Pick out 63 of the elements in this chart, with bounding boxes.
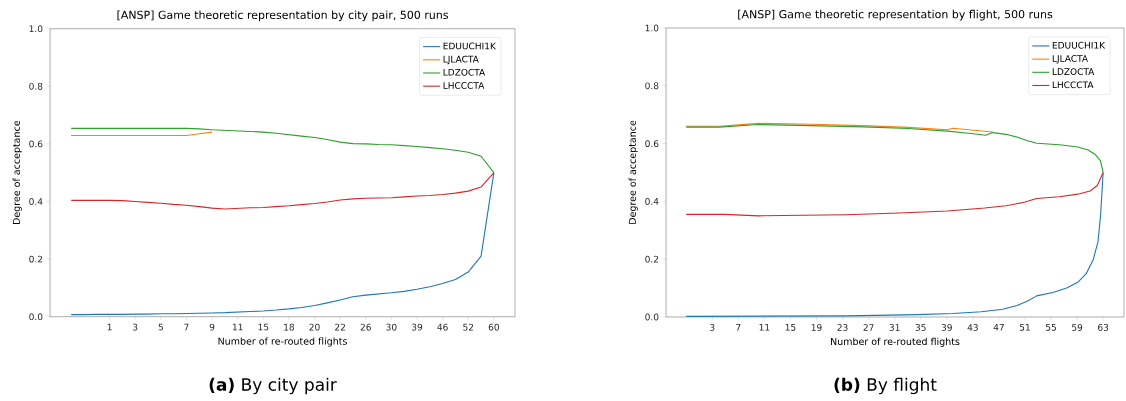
legend-label: LHCCCTA (443, 82, 485, 89)
x-axis-title: Number of re-routed flights (831, 337, 960, 347)
y-tick-label: 0.8 (29, 82, 43, 90)
y-tick-label: 0.0 (645, 313, 659, 321)
x-tick-label: 22 (335, 323, 345, 331)
legend-label: LDZOCTA (443, 68, 486, 76)
legend-label: EDUUCHI1K (443, 42, 497, 50)
y-tick-label: 1.0 (645, 24, 659, 32)
x-tick-label: 60 (488, 323, 499, 331)
x-tick-label: 39 (941, 324, 952, 331)
x-tick-label: 7 (736, 324, 741, 331)
y-tick-label: 0.6 (645, 140, 659, 147)
legend-label: EDUUCHI1K (1052, 41, 1106, 49)
line-series (685, 123, 1104, 174)
y-axis-title: Degree of acceptance (628, 120, 638, 224)
chart-title: [ANSP] Game theoretic representation by flight, 500 runs (738, 9, 1053, 21)
legend-label: LJLACTA (1052, 55, 1088, 64)
x-tick-label: 5 (158, 323, 163, 331)
legend-label: LDZOCTA (1052, 68, 1095, 76)
chart-title: [ANSP] Game theoretic representation by city pair, 500 runs (117, 10, 448, 22)
x-tick-label: 15 (258, 323, 269, 331)
x-tick-label: 1 (107, 323, 112, 331)
x-axis-title: Number of re-routed flights (218, 337, 347, 347)
x-tick-label: 11 (232, 323, 243, 331)
y-tick-label: 0.0 (29, 313, 43, 321)
text: (b) By flight (834, 377, 937, 395)
y-tick-label: 0.2 (645, 255, 659, 263)
y-tick-label: 0.4 (645, 197, 659, 205)
x-tick-label: 15 (785, 324, 796, 331)
line-series (685, 171, 1104, 317)
x-tick-label: 3 (133, 323, 138, 331)
x-tick-label: 59 (1072, 324, 1083, 331)
x-tick-label: 35 (915, 324, 926, 331)
x-tick-label: 19 (811, 324, 822, 331)
y-tick-label: 0.4 (29, 198, 43, 205)
legend-label: LJLACTA (443, 55, 479, 65)
y-axis-title: Degree of acceptance (12, 120, 22, 225)
x-tick-label: 3 (710, 324, 715, 331)
x-tick-label: 43 (967, 324, 978, 331)
x-tick-label: 23 (837, 324, 848, 331)
y-tick-label: 0.8 (645, 82, 659, 90)
legend-label: LHCCCTA (1052, 81, 1094, 89)
x-tick-label: 55 (1045, 324, 1056, 331)
x-tick-label: 9 (209, 323, 215, 331)
y-tick-label: 0.6 (29, 140, 43, 148)
y-tick-label: 0.2 (29, 255, 43, 263)
x-tick-label: 51 (1019, 324, 1030, 331)
y-tick-label: 1.0 (29, 25, 43, 33)
x-tick-label: 27 (863, 324, 874, 331)
x-tick-label: 20 (309, 323, 320, 331)
text: (a) By city pair (209, 377, 337, 395)
x-tick-label: 63 (1098, 324, 1109, 331)
x-tick-label: 30 (386, 323, 397, 331)
x-tick-label: 39 (411, 323, 423, 331)
x-tick-label: 47 (993, 324, 1004, 331)
x-tick-label: 46 (437, 323, 448, 331)
x-tick-label: 7 (184, 323, 189, 331)
x-tick-label: 26 (360, 323, 371, 331)
x-tick-label: 52 (463, 323, 474, 331)
x-tick-label: 31 (889, 324, 900, 331)
line-series (685, 171, 1104, 217)
x-tick-label: 18 (284, 323, 295, 331)
x-tick-label: 11 (759, 324, 770, 331)
